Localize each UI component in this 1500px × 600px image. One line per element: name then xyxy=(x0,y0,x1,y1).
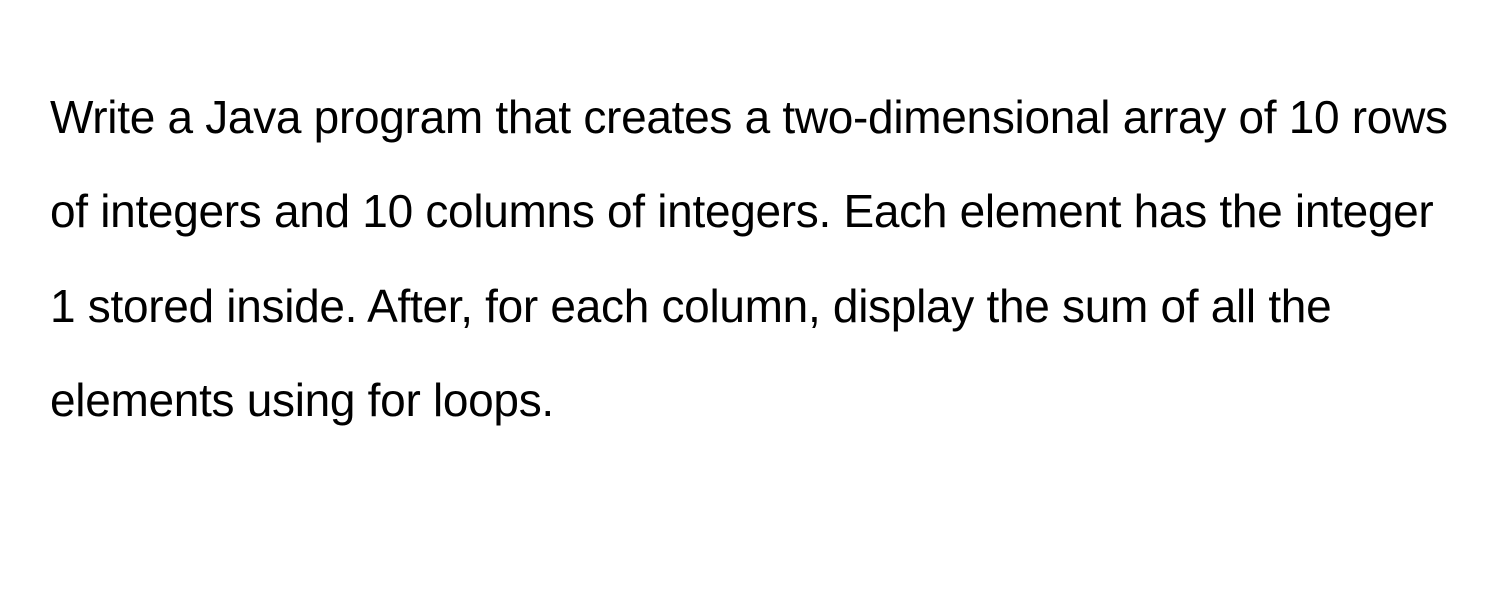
document-content: Write a Java program that creates a two-… xyxy=(50,70,1450,447)
paragraph-text: Write a Java program that creates a two-… xyxy=(50,70,1450,447)
